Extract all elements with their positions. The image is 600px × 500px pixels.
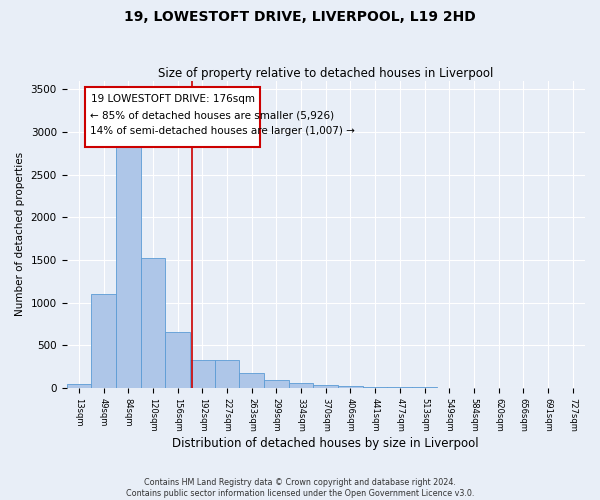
- Bar: [116, 136, 140, 388]
- Bar: [190, 360, 215, 388]
- Title: Size of property relative to detached houses in Liverpool: Size of property relative to detached ho…: [158, 66, 493, 80]
- Text: ← 85% of detached houses are smaller (5,926): ← 85% of detached houses are smaller (5,…: [90, 110, 334, 120]
- Text: 19, LOWESTOFT DRIVE, LIVERPOOL, L19 2HD: 19, LOWESTOFT DRIVE, LIVERPOOL, L19 2HD: [124, 10, 476, 24]
- Text: Contains HM Land Registry data © Crown copyright and database right 2024.
Contai: Contains HM Land Registry data © Crown c…: [126, 478, 474, 498]
- Bar: [165, 332, 190, 388]
- Bar: [215, 360, 239, 388]
- Bar: [289, 382, 313, 388]
- Bar: [140, 258, 165, 388]
- Y-axis label: Number of detached properties: Number of detached properties: [15, 152, 25, 316]
- Bar: [67, 384, 91, 388]
- FancyBboxPatch shape: [85, 88, 260, 147]
- Bar: [239, 373, 264, 388]
- Bar: [264, 380, 289, 388]
- X-axis label: Distribution of detached houses by size in Liverpool: Distribution of detached houses by size …: [172, 437, 479, 450]
- Bar: [338, 386, 363, 388]
- Text: 14% of semi-detached houses are larger (1,007) →: 14% of semi-detached houses are larger (…: [90, 126, 355, 136]
- Text: 19 LOWESTOFT DRIVE: 176sqm: 19 LOWESTOFT DRIVE: 176sqm: [91, 94, 254, 104]
- Bar: [313, 385, 338, 388]
- Bar: [91, 294, 116, 388]
